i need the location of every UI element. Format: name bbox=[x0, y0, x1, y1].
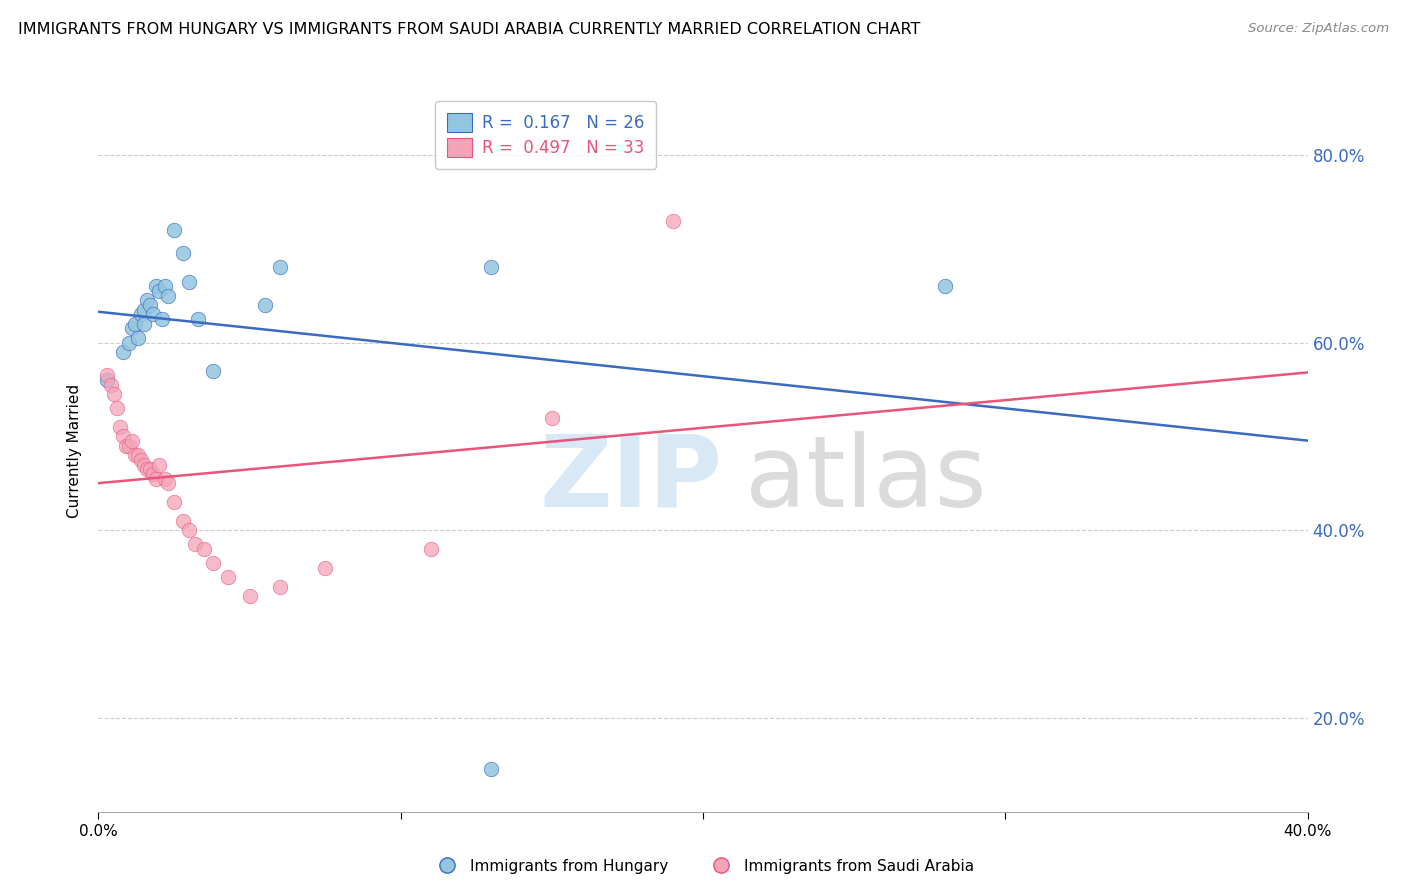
Point bbox=[314, 560, 336, 574]
Point bbox=[202, 556, 225, 570]
Point bbox=[142, 467, 165, 481]
Point bbox=[108, 420, 131, 434]
Point bbox=[118, 335, 141, 350]
Point bbox=[129, 453, 152, 467]
Point bbox=[163, 495, 186, 509]
Text: IMMIGRANTS FROM HUNGARY VS IMMIGRANTS FROM SAUDI ARABIA CURRENTLY MARRIED CORREL: IMMIGRANTS FROM HUNGARY VS IMMIGRANTS FR… bbox=[18, 22, 921, 37]
Point bbox=[121, 321, 143, 335]
Point bbox=[96, 368, 118, 383]
Point bbox=[132, 302, 155, 317]
Point bbox=[239, 589, 262, 603]
Point bbox=[934, 279, 956, 293]
Point bbox=[127, 448, 149, 462]
Point bbox=[184, 537, 207, 551]
Point bbox=[132, 317, 155, 331]
Point bbox=[105, 401, 128, 416]
Point bbox=[481, 260, 503, 275]
Point bbox=[156, 476, 179, 491]
Point bbox=[269, 580, 291, 594]
Point bbox=[114, 439, 136, 453]
Point bbox=[139, 298, 162, 312]
Point bbox=[148, 284, 170, 298]
Point bbox=[420, 541, 443, 556]
Point bbox=[179, 523, 201, 537]
Point bbox=[217, 570, 239, 584]
Text: atlas: atlas bbox=[745, 431, 987, 528]
Point bbox=[661, 213, 683, 227]
Point bbox=[179, 275, 201, 289]
Point bbox=[153, 279, 176, 293]
Point bbox=[96, 373, 118, 387]
Point bbox=[145, 279, 167, 293]
Point bbox=[142, 307, 165, 321]
Legend: R =  0.167   N = 26, R =  0.497   N = 33: R = 0.167 N = 26, R = 0.497 N = 33 bbox=[436, 101, 657, 169]
Point bbox=[111, 345, 134, 359]
Point bbox=[163, 223, 186, 237]
Point bbox=[124, 448, 146, 462]
Point bbox=[100, 377, 122, 392]
Point bbox=[135, 293, 157, 308]
Point bbox=[153, 472, 176, 486]
Point bbox=[129, 307, 152, 321]
Text: Source: ZipAtlas.com: Source: ZipAtlas.com bbox=[1249, 22, 1389, 36]
Point bbox=[132, 458, 155, 472]
Point bbox=[124, 317, 146, 331]
Point bbox=[202, 364, 225, 378]
Point bbox=[269, 260, 291, 275]
Point bbox=[156, 288, 179, 302]
Point bbox=[135, 462, 157, 476]
Point bbox=[145, 472, 167, 486]
Point bbox=[187, 312, 209, 326]
Point bbox=[111, 429, 134, 443]
Y-axis label: Currently Married: Currently Married bbox=[67, 384, 83, 517]
Point bbox=[148, 458, 170, 472]
Point bbox=[103, 387, 125, 401]
Point bbox=[481, 763, 503, 777]
Legend: Immigrants from Hungary, Immigrants from Saudi Arabia: Immigrants from Hungary, Immigrants from… bbox=[426, 853, 980, 880]
Point bbox=[172, 514, 194, 528]
Point bbox=[253, 298, 276, 312]
Point bbox=[540, 410, 562, 425]
Point bbox=[139, 462, 162, 476]
Point bbox=[121, 434, 143, 448]
Point bbox=[118, 439, 141, 453]
Point bbox=[193, 541, 215, 556]
Point bbox=[172, 246, 194, 260]
Point bbox=[127, 331, 149, 345]
Text: ZIP: ZIP bbox=[540, 431, 723, 528]
Point bbox=[150, 312, 173, 326]
